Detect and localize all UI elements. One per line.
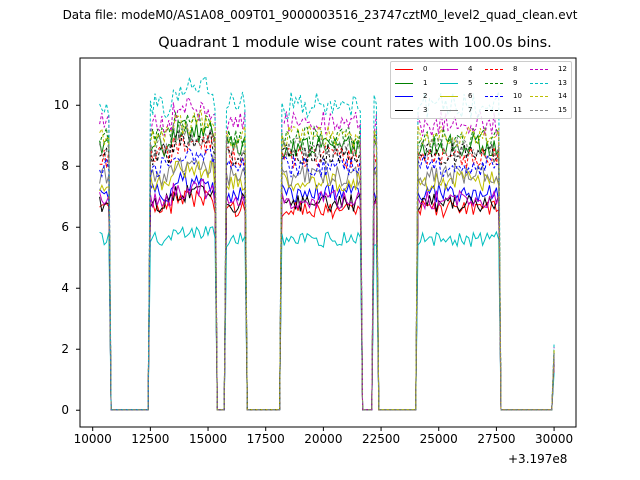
legend-label: 7: [468, 105, 473, 114]
legend: 0 1 2 3 4 5 6 7 8 9 10 11 12 13 14 15: [390, 61, 572, 119]
legend-label: 9: [513, 78, 518, 87]
series-layer: [99, 75, 555, 411]
legend-label: 12: [558, 65, 567, 73]
legend-label: 4: [468, 65, 473, 73]
x-tick-label: 25000: [419, 432, 458, 446]
y-tick-label: 8: [61, 159, 69, 174]
x-tick-label: 20000: [304, 432, 343, 446]
x-tick-label: 15000: [188, 432, 228, 446]
series-line-11: [99, 129, 555, 411]
series-line-13: [99, 75, 555, 411]
series-line-6: [99, 160, 555, 411]
series-line-1: [99, 119, 555, 411]
series-line-12: [99, 96, 555, 411]
legend-label: 15: [558, 105, 567, 114]
legend-swatch: [440, 69, 458, 70]
x-tick-label: 17500: [246, 432, 285, 446]
legend-swatch: [440, 109, 458, 111]
legend-label: 11: [513, 105, 522, 114]
legend-swatch: [395, 82, 413, 84]
series-line-0: [99, 188, 555, 411]
series-line-15: [99, 122, 555, 411]
legend-swatch: [530, 82, 548, 84]
series-line-14: [99, 108, 555, 411]
legend-label: 8: [513, 65, 518, 73]
legend-label: 3: [423, 105, 428, 114]
x-offset-label: +3.197e8: [508, 452, 568, 466]
legend-swatch: [485, 96, 503, 97]
y-tick-label: 0: [61, 403, 69, 418]
legend-label: 5: [468, 78, 473, 87]
legend-swatch: [440, 82, 458, 84]
legend-label: 2: [423, 92, 428, 100]
series-line-5: [99, 225, 555, 411]
legend-swatch: [395, 69, 413, 70]
legend-label: 6: [468, 92, 473, 100]
figure-suptitle: Data file: modeM0/AS1A08_009T01_90000035…: [62, 8, 578, 22]
y-tick-label: 4: [61, 281, 69, 296]
y-tick-label: 2: [61, 342, 69, 357]
legend-swatch: [485, 109, 503, 111]
series-line-10: [99, 148, 555, 411]
legend-label: 10: [513, 92, 522, 100]
legend-label: 1: [423, 78, 428, 87]
chart-title: Quadrant 1 module wise count rates with …: [158, 35, 552, 51]
series-line-7: [99, 154, 555, 411]
legend-swatch: [485, 69, 503, 70]
legend-swatch: [530, 109, 548, 111]
series-line-8: [99, 133, 555, 411]
legend-label: 13: [558, 78, 567, 87]
legend-swatch: [395, 109, 413, 111]
legend-swatch: [530, 69, 548, 70]
legend-label: 0: [423, 65, 428, 73]
x-tick-label: 12500: [131, 432, 170, 446]
x-tick-label: 27500: [477, 432, 516, 446]
legend-swatch: [485, 82, 503, 84]
series-line-4: [99, 178, 555, 411]
legend-label: 14: [558, 92, 567, 100]
x-tick-label: 10000: [73, 432, 112, 446]
tick-marks: [76, 104, 555, 431]
series-line-3: [99, 185, 555, 411]
legend-swatch: [440, 96, 458, 97]
legend-swatch: [395, 96, 413, 97]
series-line-2: [99, 171, 555, 411]
y-tick-label: 10: [53, 98, 69, 113]
y-tick-label: 6: [61, 220, 69, 235]
x-tick-label: 30000: [534, 432, 574, 446]
axes-frame: [79, 57, 577, 428]
x-tick-label: 22500: [361, 432, 401, 446]
legend-swatch: [530, 96, 548, 97]
